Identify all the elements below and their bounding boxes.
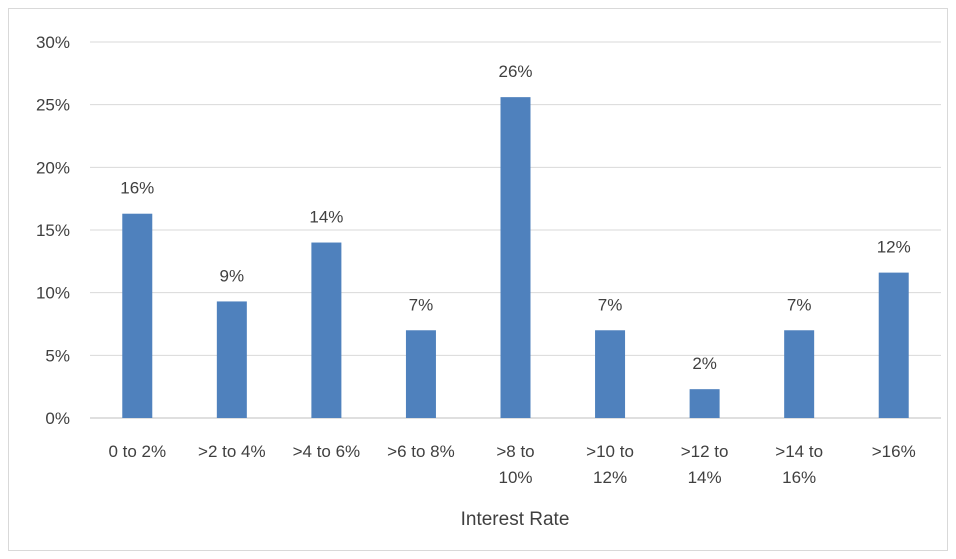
data-label: 2% — [692, 354, 717, 373]
y-tick-label: 15% — [36, 221, 70, 240]
data-label: 9% — [220, 266, 245, 285]
x-tick-label: >14 to 16% — [775, 442, 823, 487]
data-label: 16% — [120, 179, 154, 198]
y-tick-label: 0% — [45, 409, 70, 428]
x-tick-label: >2 to 4% — [198, 442, 266, 461]
data-label: 12% — [877, 238, 911, 257]
y-tick-label: 5% — [45, 346, 70, 365]
data-label: 7% — [598, 295, 623, 314]
data-label: 26% — [498, 62, 532, 81]
bar — [311, 242, 342, 418]
y-tick-label: 10% — [36, 284, 70, 303]
bar — [500, 97, 531, 418]
bar — [689, 389, 720, 418]
bar — [216, 301, 247, 418]
bar — [595, 330, 626, 418]
bar — [405, 330, 436, 418]
x-tick-label: 0 to 2% — [108, 442, 166, 461]
x-tick-label: >16% — [872, 442, 916, 461]
x-tick-label: >10 to 12% — [586, 442, 634, 487]
bar — [784, 330, 815, 418]
bars — [122, 97, 909, 418]
y-axis-ticks: 0% 5% 10% 15% 20% 25% 30% — [36, 33, 70, 428]
data-label: 14% — [309, 208, 343, 227]
x-axis-ticks: 0 to 2% >2 to 4% >4 to 6% >6 to 8% >8 to 10% >… — [108, 442, 915, 487]
x-tick-label: >12 to 14% — [681, 442, 729, 487]
y-tick-label: 30% — [36, 33, 70, 52]
chart-frame — [8, 8, 948, 551]
y-tick-label: 20% — [36, 158, 70, 177]
data-label: 7% — [409, 295, 434, 314]
x-axis-title: Interest Rate — [461, 509, 570, 530]
x-tick-label: >4 to 6% — [293, 442, 361, 461]
data-labels: 16% 9% 14% 7% 26% 7% 2% 7% 12% — [120, 62, 910, 373]
x-tick-label: >6 to 8% — [387, 442, 455, 461]
bar — [122, 213, 153, 418]
x-tick-label: >8 to 10% — [496, 442, 534, 487]
y-tick-label: 25% — [36, 96, 70, 115]
bar — [878, 272, 909, 418]
data-label: 7% — [787, 295, 812, 314]
